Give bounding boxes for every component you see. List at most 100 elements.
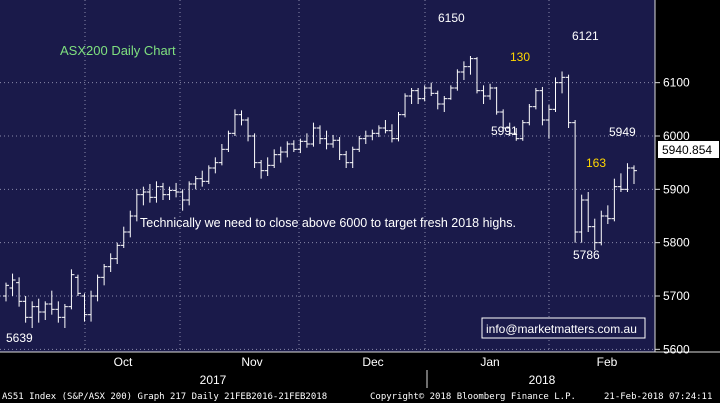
ohlc-bar xyxy=(127,210,134,238)
ohlc-bar xyxy=(369,129,376,141)
ohlc-bar xyxy=(441,96,448,112)
ohlc-bar xyxy=(415,88,422,104)
ohlc-bar xyxy=(166,186,173,200)
ohlc-bar xyxy=(35,298,42,323)
plot-background xyxy=(0,0,655,352)
ohlc-bar xyxy=(428,82,435,96)
ohlc-bar xyxy=(55,301,62,323)
ohlc-bar xyxy=(447,85,454,100)
ohlc-bar xyxy=(120,226,127,248)
ohlc-bar xyxy=(61,304,68,328)
ohlc-bar xyxy=(421,85,428,102)
ohlc-bar xyxy=(88,290,95,322)
ohlc-bar xyxy=(68,269,75,310)
ohlc-bar xyxy=(173,182,180,198)
range-label-130: 130 xyxy=(510,50,530,64)
ohlc-bar xyxy=(186,181,193,206)
ohlc-bar xyxy=(133,189,140,222)
ohlc-bar xyxy=(16,277,23,307)
ohlc-bar xyxy=(474,57,480,94)
ohlc-bar xyxy=(598,210,605,246)
price-bars xyxy=(3,56,637,328)
ohlc-bar xyxy=(539,86,546,126)
ohlc-bar xyxy=(238,110,245,126)
ohlc-bar xyxy=(231,109,238,136)
ohlc-bar xyxy=(48,290,55,315)
y-tick-label: 5800 xyxy=(663,236,690,250)
x-tick-label: Feb xyxy=(597,355,618,369)
ohlc-bar xyxy=(493,86,500,115)
ohlc-bar xyxy=(251,133,258,168)
y-tick-label: 5600 xyxy=(663,342,690,356)
ohlc-bar xyxy=(160,182,166,200)
ohlc-bar xyxy=(572,120,579,243)
ohlc-bar xyxy=(617,173,624,192)
x-tick-label: Jan xyxy=(480,355,499,369)
ohlc-bar xyxy=(245,117,252,142)
x-tick-label: Dec xyxy=(362,355,383,369)
ohlc-bar xyxy=(591,218,598,251)
axis-panel xyxy=(655,0,720,352)
y-tick-label: 6000 xyxy=(663,129,690,143)
ohlc-bar xyxy=(487,83,494,100)
footer-right: 21-Feb-2018 07:24:11 xyxy=(604,392,712,402)
ohlc-bar xyxy=(74,274,81,296)
ohlc-bar xyxy=(362,130,369,144)
ohlc-bar xyxy=(218,144,225,166)
ohlc-bar xyxy=(303,133,310,148)
ohlc-bar xyxy=(330,134,337,148)
ohlc-bar xyxy=(513,128,520,141)
ohlc-bar xyxy=(336,137,343,160)
ohlc-bar xyxy=(500,109,507,131)
y-tick-label: 5700 xyxy=(663,289,690,303)
ohlc-bar xyxy=(611,178,618,222)
ohlc-bar xyxy=(578,194,585,243)
ohlc-bar xyxy=(519,120,526,141)
ohlc-bar xyxy=(81,293,88,322)
ohlc-bar xyxy=(552,77,559,112)
ohlc-bar xyxy=(565,74,572,128)
ohlc-bar xyxy=(114,242,121,264)
ohlc-bar xyxy=(101,264,108,286)
y-tick-label: 5900 xyxy=(663,182,690,196)
year-label: 2018 xyxy=(529,373,556,387)
ohlc-bar xyxy=(585,192,592,232)
high-label-5949: 5949 xyxy=(609,125,636,139)
ohlc-bar xyxy=(532,88,539,110)
ohlc-bar xyxy=(225,130,232,152)
ohlc-bar xyxy=(317,125,323,144)
low-label-5639: 5639 xyxy=(6,331,33,345)
y-tick-label: 6100 xyxy=(663,76,690,90)
last-price-text: 5940.854 xyxy=(662,143,712,157)
ohlc-bar xyxy=(343,150,350,168)
chart-title: ASX200 Daily Chart xyxy=(60,43,176,58)
ohlc-bar xyxy=(434,90,441,110)
x-tick-label: Nov xyxy=(241,355,262,369)
email-text[interactable]: info@marketmatters.com.au xyxy=(486,322,637,336)
ohlc-bar xyxy=(408,88,415,104)
ohlc-bar xyxy=(9,273,16,296)
footer-center: Copyright© 2018 Bloomberg Finance L.P. xyxy=(370,392,576,402)
ohlc-bar xyxy=(29,301,36,328)
last-price-box xyxy=(658,141,719,158)
peak-label-6150: 6150 xyxy=(438,11,465,25)
ohlc-bar xyxy=(146,184,153,203)
ohlc-bar xyxy=(271,149,278,168)
email-box xyxy=(481,317,646,339)
footer-left: AS51 Index (S&P/ASX 200) Graph 217 Daily… xyxy=(2,392,327,402)
comment-text: Technically we need to close above 6000 … xyxy=(140,216,516,230)
ohlc-bar xyxy=(395,112,402,142)
ohlc-bar xyxy=(3,282,9,302)
ohlc-bar xyxy=(545,105,552,139)
ohlc-bar xyxy=(205,165,212,184)
ohlc-bar xyxy=(192,176,199,190)
ohlc-bar xyxy=(94,274,101,302)
ohlc-bar xyxy=(22,296,29,323)
ohlc-bar xyxy=(526,104,533,126)
x-axis: Oct Nov Dec Jan Feb 2017 2018 xyxy=(114,355,618,388)
ohlc-bar xyxy=(631,165,637,184)
ohlc-bar xyxy=(42,301,49,320)
ohlc-bar xyxy=(153,181,160,203)
